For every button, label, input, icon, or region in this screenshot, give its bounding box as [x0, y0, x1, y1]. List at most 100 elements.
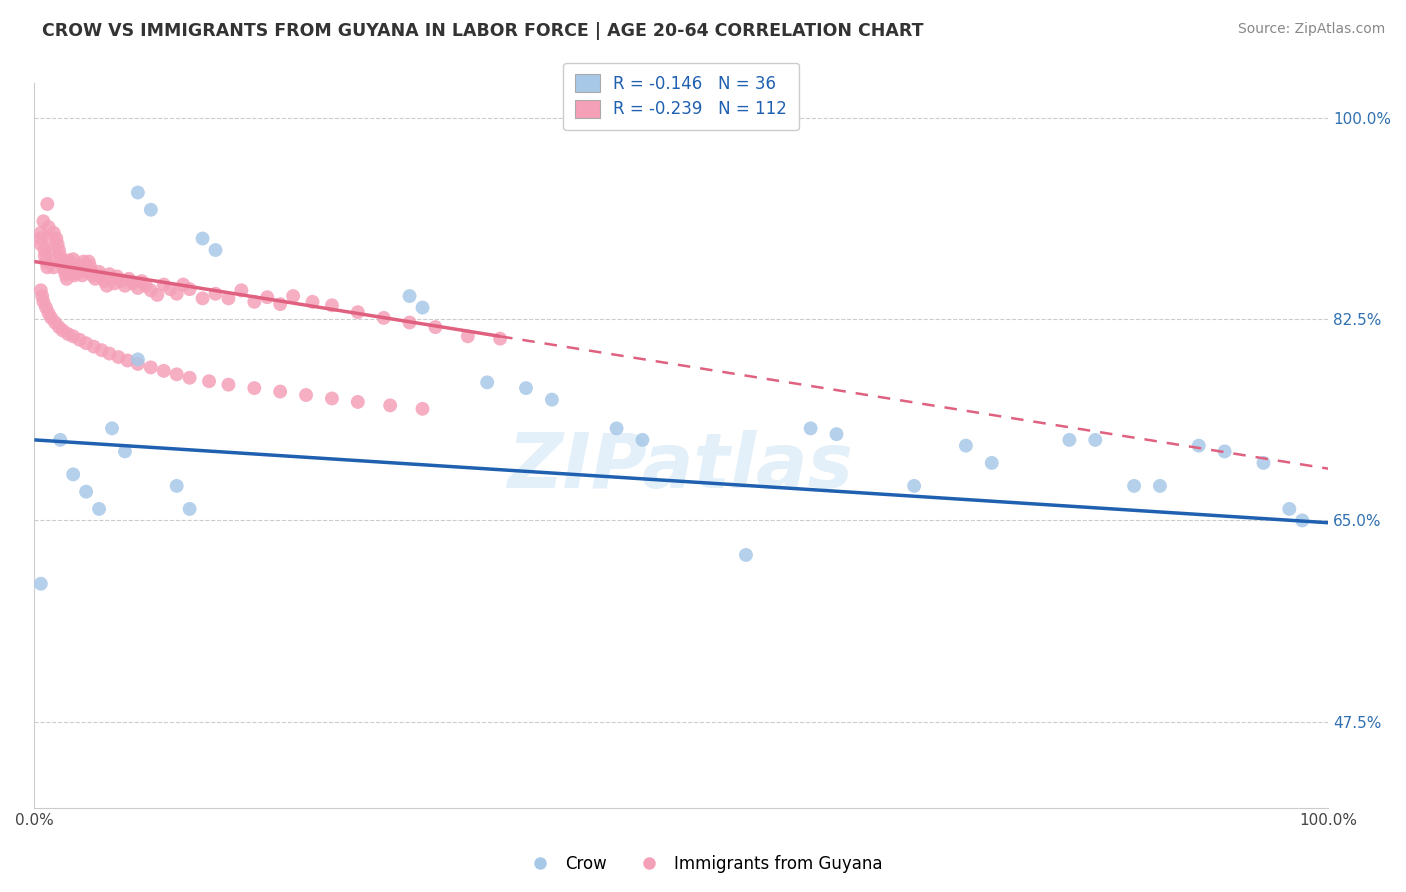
Point — [62, 467, 84, 482]
Point — [269, 297, 291, 311]
Point — [76, 265, 98, 279]
Point — [256, 290, 278, 304]
Point — [121, 277, 143, 291]
Point — [87, 502, 110, 516]
Point — [84, 272, 107, 286]
Text: Source: ZipAtlas.com: Source: ZipAtlas.com — [1237, 22, 1385, 37]
Point — [51, 253, 73, 268]
Point — [217, 291, 239, 305]
Point — [477, 376, 499, 390]
Point — [30, 226, 52, 240]
Point — [1059, 433, 1081, 447]
Point — [1253, 456, 1275, 470]
Point — [135, 278, 157, 293]
Point — [66, 266, 89, 280]
Point — [179, 370, 201, 384]
Point — [198, 374, 221, 388]
Point — [82, 268, 104, 283]
Point — [139, 202, 162, 217]
Point — [58, 253, 80, 268]
Point — [105, 269, 128, 284]
Point — [101, 421, 124, 435]
Point — [35, 301, 58, 315]
Point — [139, 283, 162, 297]
Point — [735, 548, 758, 562]
Point — [489, 332, 512, 346]
Point — [179, 282, 201, 296]
Point — [179, 502, 201, 516]
Point — [295, 388, 318, 402]
Point — [34, 249, 56, 263]
Point — [346, 305, 368, 319]
Point — [65, 261, 87, 276]
Point — [62, 252, 84, 267]
Point — [79, 259, 101, 273]
Point — [90, 343, 112, 358]
Point — [41, 254, 63, 268]
Point — [34, 243, 56, 257]
Point — [606, 421, 628, 435]
Point — [243, 381, 266, 395]
Point — [56, 326, 79, 341]
Point — [37, 197, 59, 211]
Point — [152, 364, 174, 378]
Point — [127, 357, 149, 371]
Point — [139, 360, 162, 375]
Point — [75, 260, 97, 275]
Point — [1149, 479, 1171, 493]
Point — [321, 298, 343, 312]
Point — [49, 249, 72, 263]
Point — [35, 254, 58, 268]
Point — [60, 262, 83, 277]
Point — [42, 260, 65, 275]
Point — [53, 262, 76, 277]
Point — [955, 439, 977, 453]
Point — [42, 226, 65, 240]
Point — [31, 289, 53, 303]
Point — [98, 267, 121, 281]
Point — [32, 294, 55, 309]
Point — [166, 479, 188, 493]
Point — [114, 444, 136, 458]
Point — [110, 274, 132, 288]
Point — [63, 268, 86, 283]
Point — [103, 277, 125, 291]
Point — [825, 427, 848, 442]
Point — [69, 333, 91, 347]
Point — [45, 231, 67, 245]
Point — [72, 254, 94, 268]
Point — [191, 231, 214, 245]
Point — [191, 291, 214, 305]
Point — [37, 260, 59, 275]
Point — [75, 336, 97, 351]
Point — [217, 377, 239, 392]
Point — [131, 274, 153, 288]
Point — [412, 301, 434, 315]
Point — [38, 220, 60, 235]
Point — [30, 576, 52, 591]
Point — [398, 289, 420, 303]
Point — [146, 288, 169, 302]
Text: ZIPatlas: ZIPatlas — [508, 430, 855, 504]
Point — [48, 320, 70, 334]
Point — [87, 265, 110, 279]
Point — [38, 231, 60, 245]
Point — [101, 272, 124, 286]
Point — [457, 329, 479, 343]
Point — [80, 264, 103, 278]
Point — [515, 381, 537, 395]
Point — [59, 258, 82, 272]
Point — [903, 479, 925, 493]
Point — [231, 283, 253, 297]
Point — [172, 277, 194, 292]
Point — [373, 310, 395, 325]
Point — [114, 278, 136, 293]
Point — [1278, 502, 1301, 516]
Point — [52, 258, 75, 272]
Point — [55, 272, 77, 286]
Point — [117, 353, 139, 368]
Point — [243, 294, 266, 309]
Point — [30, 231, 52, 245]
Point — [346, 395, 368, 409]
Point — [166, 286, 188, 301]
